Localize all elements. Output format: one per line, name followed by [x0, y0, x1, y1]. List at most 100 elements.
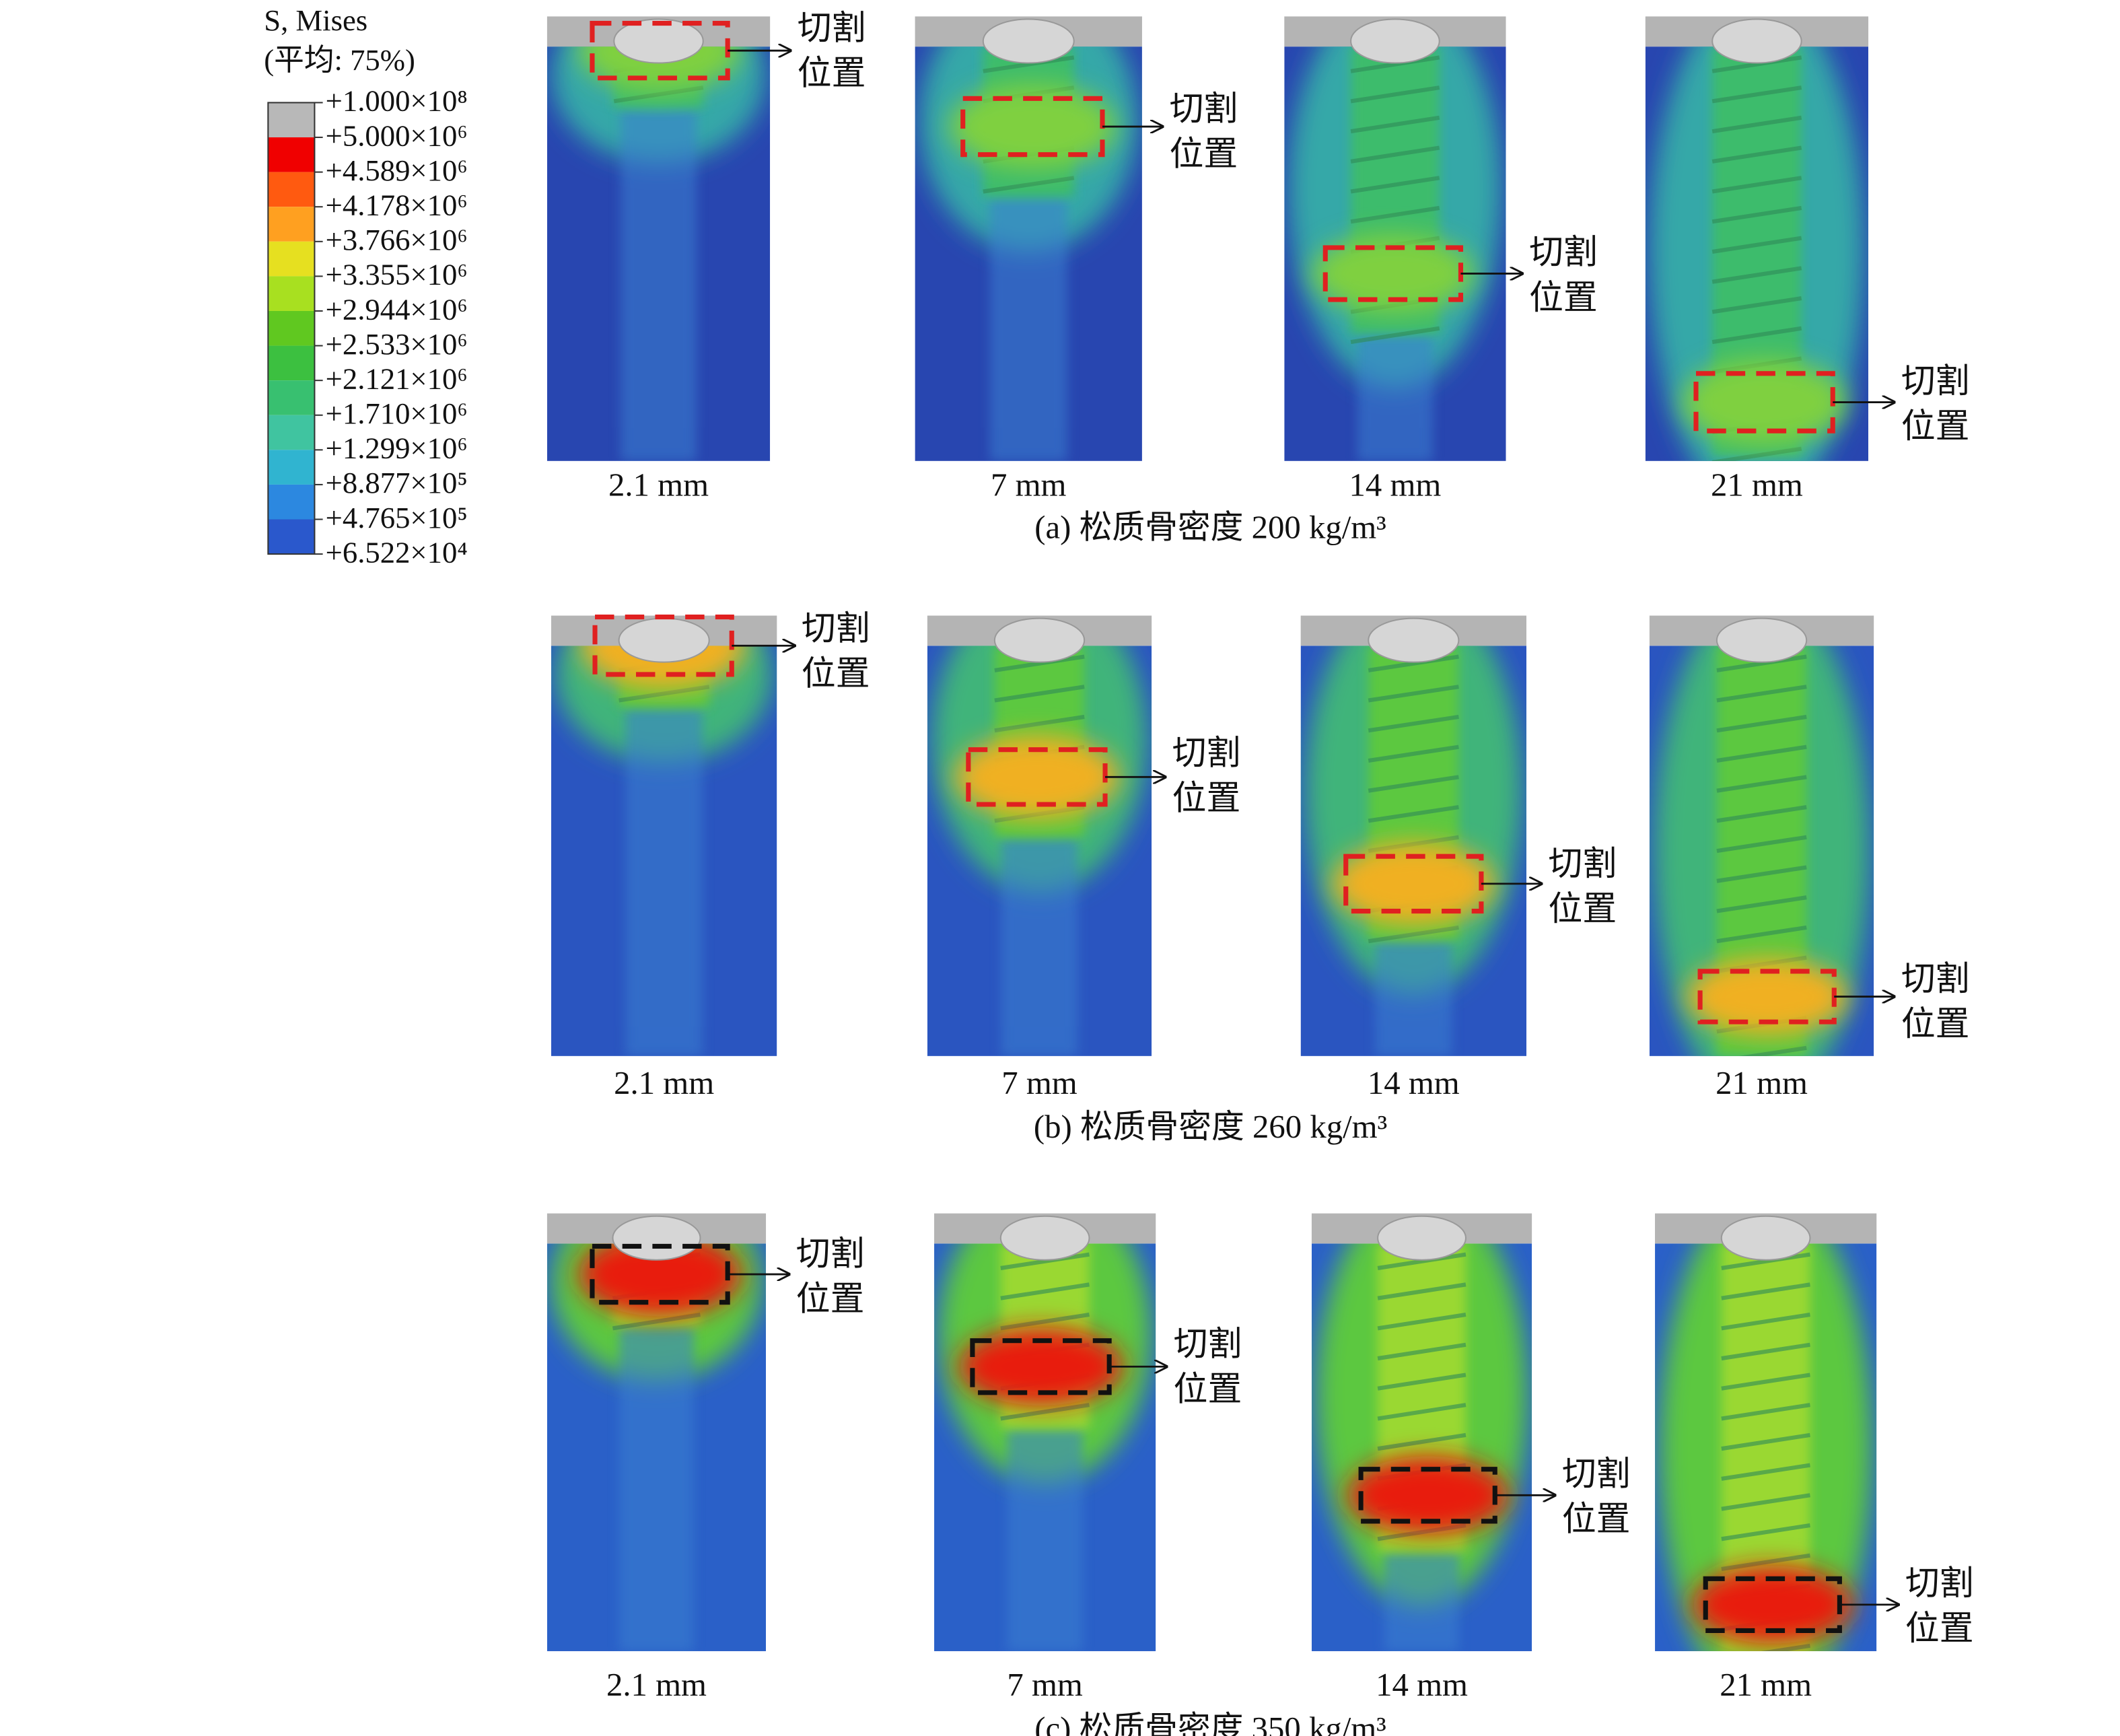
legend-label: +4.765×10⁵ [326, 501, 468, 534]
hole [1001, 837, 1078, 1056]
hotspot [1347, 1456, 1509, 1535]
legend-label: +2.533×10⁶ [326, 327, 468, 361]
panel-caption: 21 mm [1716, 1065, 1808, 1101]
thread [1350, 145, 1440, 164]
thread [1721, 1282, 1810, 1300]
stress-map [1649, 615, 1874, 1056]
thread [1000, 1252, 1090, 1270]
cut-label: 位置 [1901, 407, 1970, 445]
panel-caption: 14 mm [1376, 1667, 1468, 1703]
thread [1721, 1432, 1810, 1451]
thread [1761, 1643, 1810, 1651]
screw-head [1716, 617, 1808, 663]
row-caption: (b) 松质骨密度 260 kg/m³ [1034, 1109, 1387, 1145]
stress-map [1284, 16, 1506, 461]
thread [1711, 236, 1802, 254]
body [1300, 646, 1526, 1056]
cut-label: 位置 [1905, 1609, 1974, 1647]
hole [619, 1325, 694, 1651]
stress-map [1645, 16, 1869, 461]
legend-subtitle: (平均: 75%) [264, 43, 415, 77]
thread [1711, 85, 1802, 104]
thread [1716, 775, 1807, 793]
cut-label: 切割 [1172, 734, 1241, 772]
legend-label: +2.121×10⁶ [326, 361, 468, 395]
hole [621, 108, 697, 461]
stress-map [546, 16, 771, 461]
body [915, 46, 1142, 461]
hotspot [954, 736, 1119, 819]
thread [1721, 1523, 1810, 1541]
cut-label: 切割 [1529, 234, 1598, 271]
thread [1711, 205, 1802, 224]
hotspot [1332, 842, 1495, 925]
thread [994, 685, 1085, 703]
legend-band [268, 102, 315, 138]
thread [1000, 1403, 1090, 1421]
stress-map [546, 1213, 767, 1651]
stress-map [927, 615, 1152, 1056]
thread [1716, 895, 1807, 913]
body [1645, 46, 1869, 461]
thread [1350, 205, 1440, 224]
hole [1357, 333, 1433, 461]
screw-head [999, 1215, 1090, 1261]
cut-label: 切割 [1901, 362, 1970, 400]
hotspot [1692, 1565, 1853, 1644]
legend-band [268, 241, 315, 277]
screw-head [1711, 18, 1802, 64]
legend-band [268, 345, 315, 381]
legend-band [268, 415, 315, 450]
thread [1377, 1403, 1467, 1421]
legend-frame [267, 102, 316, 555]
thread [1350, 326, 1440, 345]
thread [983, 176, 1075, 194]
thread [994, 714, 1085, 733]
body [546, 46, 771, 461]
thread [1716, 865, 1807, 883]
hole [1375, 940, 1452, 1056]
body [1311, 1243, 1532, 1651]
row-caption: (a) 松质骨密度 200 kg/m³ [1034, 510, 1386, 546]
cut-label: 切割 [798, 9, 866, 46]
body [551, 646, 777, 1056]
legend-label: +1.299×10⁶ [326, 431, 468, 465]
screw-head [1368, 617, 1460, 663]
panel-caption: 7 mm [1001, 1065, 1077, 1101]
panel-caption: 21 mm [1711, 467, 1803, 504]
screw-head [613, 18, 704, 64]
legend-label: +1.000×10⁸ [326, 84, 468, 118]
hotspot [581, 646, 746, 689]
thread [1350, 85, 1440, 104]
legend-band [268, 310, 315, 346]
thread [1350, 176, 1440, 194]
stress-map [551, 615, 777, 1056]
body [1649, 646, 1874, 1056]
body [1655, 1243, 1877, 1651]
cut-label: 位置 [1529, 279, 1598, 316]
legend-label: +3.766×10⁶ [326, 223, 468, 256]
screw-head [612, 1215, 701, 1261]
thread [994, 654, 1085, 672]
thread [1716, 805, 1807, 823]
hotspot [1682, 359, 1847, 446]
screw-head [993, 617, 1086, 663]
thread [983, 55, 1075, 73]
thread [1350, 55, 1440, 73]
legend-label: +8.877×10⁵ [326, 466, 468, 499]
legend-title: S, Mises [264, 3, 367, 37]
legend-band [268, 137, 315, 172]
panel-caption: 7 mm [991, 467, 1067, 504]
thread [1368, 805, 1459, 823]
legend-band [268, 450, 315, 485]
hole [1007, 1428, 1083, 1651]
thread [619, 685, 710, 703]
screw-head [1350, 18, 1440, 64]
body [546, 1243, 767, 1651]
cut-label: 切割 [796, 1235, 865, 1272]
stress-map [934, 1213, 1156, 1651]
screw-head [1377, 1215, 1467, 1261]
cut-label: 切割 [1170, 90, 1238, 127]
thread [1721, 1342, 1810, 1361]
